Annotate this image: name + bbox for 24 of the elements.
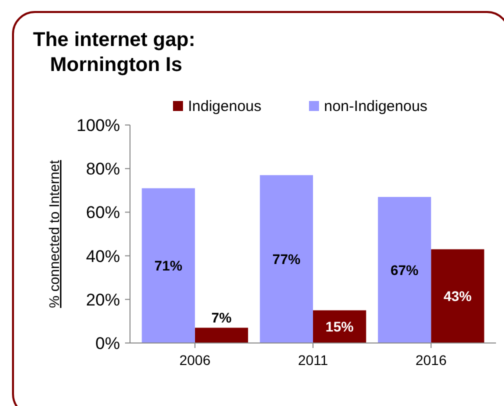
x-tick-label: 2006 (179, 352, 211, 368)
x-tick-label: 2011 (298, 352, 328, 368)
bar (378, 196, 432, 343)
bar (431, 249, 484, 343)
bar (260, 175, 313, 343)
y-tick-label: 80% (86, 160, 120, 179)
y-axis-title: % connected to Internet (46, 160, 62, 308)
data-label: 71% (154, 258, 183, 274)
data-label: 7% (211, 310, 232, 326)
y-tick-label: 60% (86, 203, 120, 222)
y-tick-label: 0% (95, 334, 120, 353)
chart-title: The internet gap: Mornington Is (33, 29, 196, 76)
data-label: 77% (272, 251, 301, 268)
data-label: 67% (390, 262, 420, 278)
y-tick-label: 20% (86, 290, 120, 310)
bar (194, 328, 248, 343)
y-tick-label: 40% (86, 246, 120, 266)
data-label: 15% (326, 318, 354, 335)
legend-label: non-Indigenous (324, 98, 428, 115)
y-tick-label: 100% (76, 116, 120, 135)
legend-label: Indigenous (188, 98, 262, 115)
data-label: 43% (444, 288, 472, 304)
bar (142, 188, 195, 343)
x-tick-label: 2016 (415, 352, 447, 368)
